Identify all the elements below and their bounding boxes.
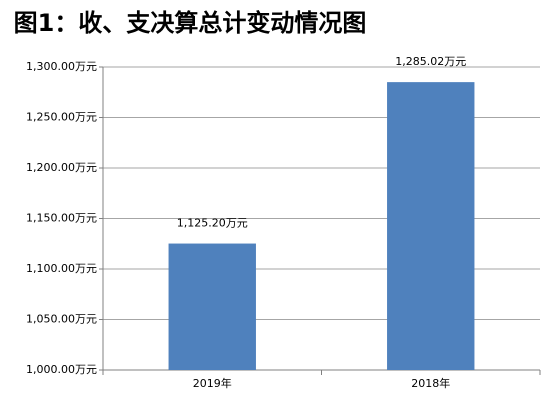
chart-title: 图1：收、支决算总计变动情况图 (14, 9, 367, 37)
y-tick-label: 1,000.00万元 (26, 363, 97, 376)
x-tick-label: 2019年 (193, 376, 232, 390)
y-tick-label: 1,050.00万元 (26, 313, 97, 326)
data-label: 1,125.20万元 (177, 217, 248, 230)
y-tick-label: 1,200.00万元 (26, 161, 97, 174)
x-tick-label: 2018年 (411, 376, 450, 390)
y-tick-label: 1,100.00万元 (26, 262, 97, 275)
bar (387, 82, 475, 371)
bar (168, 243, 256, 370)
y-tick-label: 1,250.00万元 (26, 111, 97, 124)
y-tick-label: 1,150.00万元 (26, 212, 97, 225)
y-tick-label: 1,300.00万元 (26, 60, 97, 73)
data-label: 1,285.02万元 (395, 55, 466, 68)
